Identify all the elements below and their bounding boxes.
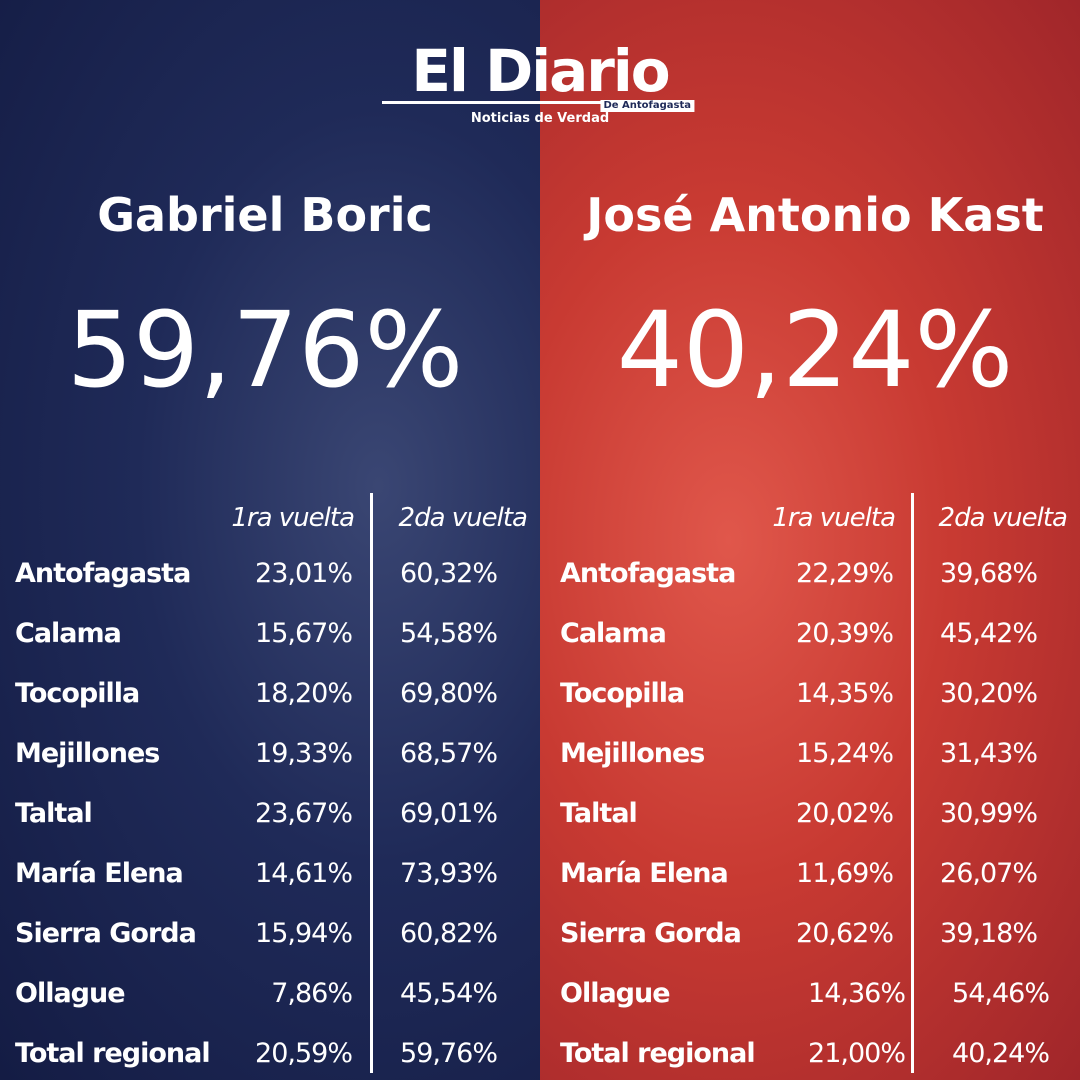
second-round-value: 60,82% <box>400 918 498 949</box>
candidate-result: 59,76% <box>66 289 464 411</box>
second-round-value: 69,01% <box>400 798 498 829</box>
first-round-value: 20,59% <box>255 1038 353 1069</box>
second-round-value: 69,80% <box>400 678 498 709</box>
column-header: 2da vuelta <box>398 503 528 533</box>
first-round-value: 14,36% <box>808 978 906 1009</box>
column-divider <box>911 493 914 1073</box>
second-round-value: 26,07% <box>940 858 1038 889</box>
second-round-value: 39,18% <box>940 918 1038 949</box>
commune-name: Taltal <box>15 798 93 829</box>
second-round-value: 39,68% <box>940 558 1038 589</box>
right-panel <box>540 0 1080 1080</box>
column-header: 1ra vuelta <box>231 503 355 533</box>
first-round-value: 21,00% <box>808 1038 906 1069</box>
left-panel <box>0 0 540 1080</box>
candidate-name: Gabriel Boric <box>97 188 433 242</box>
first-round-value: 15,67% <box>255 618 353 649</box>
commune-name: María Elena <box>15 858 184 889</box>
first-round-value: 14,35% <box>796 678 894 709</box>
column-header: 1ra vuelta <box>772 503 896 533</box>
commune-name: Antofagasta <box>560 558 736 589</box>
second-round-value: 60,32% <box>400 558 498 589</box>
second-round-value: 68,57% <box>400 738 498 769</box>
first-round-value: 20,62% <box>796 918 894 949</box>
first-round-value: 22,29% <box>796 558 894 589</box>
second-round-value: 45,42% <box>940 618 1038 649</box>
second-round-value: 31,43% <box>940 738 1038 769</box>
commune-name: Calama <box>560 618 667 649</box>
second-round-value: 30,99% <box>940 798 1038 829</box>
first-round-value: 20,39% <box>796 618 894 649</box>
first-round-value: 23,01% <box>255 558 353 589</box>
first-round-value: 15,24% <box>796 738 894 769</box>
logo-tagline: Noticias de Verdad <box>470 111 610 126</box>
candidate-result: 40,24% <box>616 289 1014 411</box>
commune-name: Mejillones <box>15 738 160 769</box>
second-round-value: 54,58% <box>400 618 498 649</box>
second-round-value: 45,54% <box>400 978 498 1009</box>
commune-name: Calama <box>15 618 122 649</box>
first-round-value: 23,67% <box>255 798 353 829</box>
commune-name: María Elena <box>560 858 729 889</box>
logo-title: El Diario <box>411 37 670 105</box>
column-header: 2da vuelta <box>938 503 1068 533</box>
second-round-value: 40,24% <box>952 1038 1050 1069</box>
commune-name: Ollague <box>15 978 126 1009</box>
logo-underline <box>382 101 694 104</box>
commune-name: Sierra Gorda <box>15 918 197 949</box>
logo-subtitle: De Antofagasta <box>600 100 694 112</box>
commune-name: Sierra Gorda <box>560 918 742 949</box>
second-round-value: 54,46% <box>952 978 1050 1009</box>
commune-name: Antofagasta <box>15 558 191 589</box>
commune-name: Tocopilla <box>560 678 685 709</box>
first-round-value: 20,02% <box>796 798 894 829</box>
second-round-value: 30,20% <box>940 678 1038 709</box>
candidate-name: José Antonio Kast <box>586 188 1044 242</box>
first-round-value: 15,94% <box>255 918 353 949</box>
first-round-value: 14,61% <box>255 858 353 889</box>
column-divider <box>370 493 373 1073</box>
first-round-value: 19,33% <box>255 738 353 769</box>
first-round-value: 18,20% <box>255 678 353 709</box>
commune-name: Ollague <box>560 978 671 1009</box>
commune-name: Mejillones <box>560 738 705 769</box>
commune-name: Total regional <box>560 1038 756 1069</box>
second-round-value: 73,93% <box>400 858 498 889</box>
second-round-value: 59,76% <box>400 1038 498 1069</box>
commune-name: Tocopilla <box>15 678 140 709</box>
commune-name: Total regional <box>15 1038 211 1069</box>
first-round-value: 11,69% <box>796 858 894 889</box>
first-round-value: 7,86% <box>271 978 353 1009</box>
commune-name: Taltal <box>560 798 638 829</box>
